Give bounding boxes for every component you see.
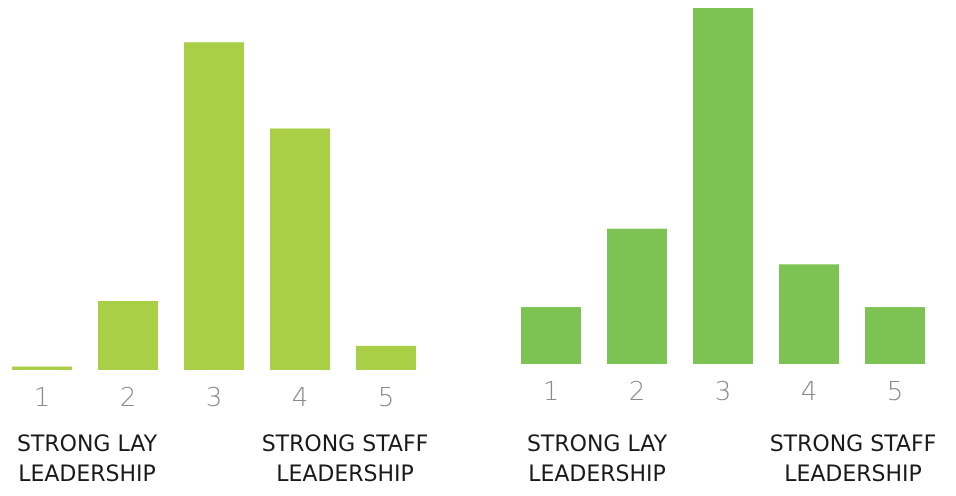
right-chart-low-end-label: STRONG LAY LEADERSHIP	[510, 430, 684, 490]
right-chart-low-end-line-1: STRONG LAY	[526, 432, 668, 457]
left-chart-bar-4	[270, 128, 330, 370]
right-chart-tick-label-2: 2	[629, 377, 646, 407]
left-chart-high-end-line-1: STRONG STAFF	[261, 432, 429, 457]
left-bar-chart: 1 2 3 4 5	[12, 42, 416, 413]
right-chart-tick-label-4: 4	[801, 377, 818, 407]
right-chart-bar-4	[779, 264, 839, 364]
left-chart-low-end-label: STRONG LAY LEADERSHIP	[0, 430, 174, 490]
right-chart-high-end-label: STRONG STAFF LEADERSHIP	[748, 430, 956, 490]
right-chart-low-end-line-2: LEADERSHIP	[528, 462, 666, 487]
right-chart-high-end-line-1: STRONG STAFF	[769, 432, 937, 457]
left-chart-tick-label-1: 1	[34, 383, 51, 413]
right-chart-tick-label-1: 1	[543, 377, 560, 407]
right-chart-bar-3	[693, 8, 753, 364]
right-chart-high-end-line-2: LEADERSHIP	[784, 462, 922, 487]
left-chart-high-end-label: STRONG STAFF LEADERSHIP	[240, 430, 450, 490]
left-chart-tick-label-4: 4	[292, 383, 309, 413]
left-chart-high-end-line-2: LEADERSHIP	[276, 462, 414, 487]
left-chart-low-end-line-2: LEADERSHIP	[18, 462, 156, 487]
left-chart-bar-5	[356, 345, 416, 370]
left-chart-bar-2	[98, 301, 158, 370]
left-chart-tick-label-3: 3	[206, 383, 223, 413]
left-chart-bar-3	[184, 42, 244, 370]
right-chart-tick-label-5: 5	[887, 377, 904, 407]
right-chart-bar-2	[607, 228, 667, 364]
right-chart-bar-5	[865, 307, 925, 364]
left-chart-bar-1	[12, 366, 72, 370]
right-chart-tick-label-3: 3	[715, 377, 732, 407]
left-chart-tick-label-2: 2	[120, 383, 137, 413]
right-bar-chart: 1 2 3 4 5	[521, 8, 925, 407]
right-chart-bar-1	[521, 307, 581, 364]
left-chart-tick-label-5: 5	[378, 383, 395, 413]
left-chart-low-end-line-1: STRONG LAY	[16, 432, 158, 457]
